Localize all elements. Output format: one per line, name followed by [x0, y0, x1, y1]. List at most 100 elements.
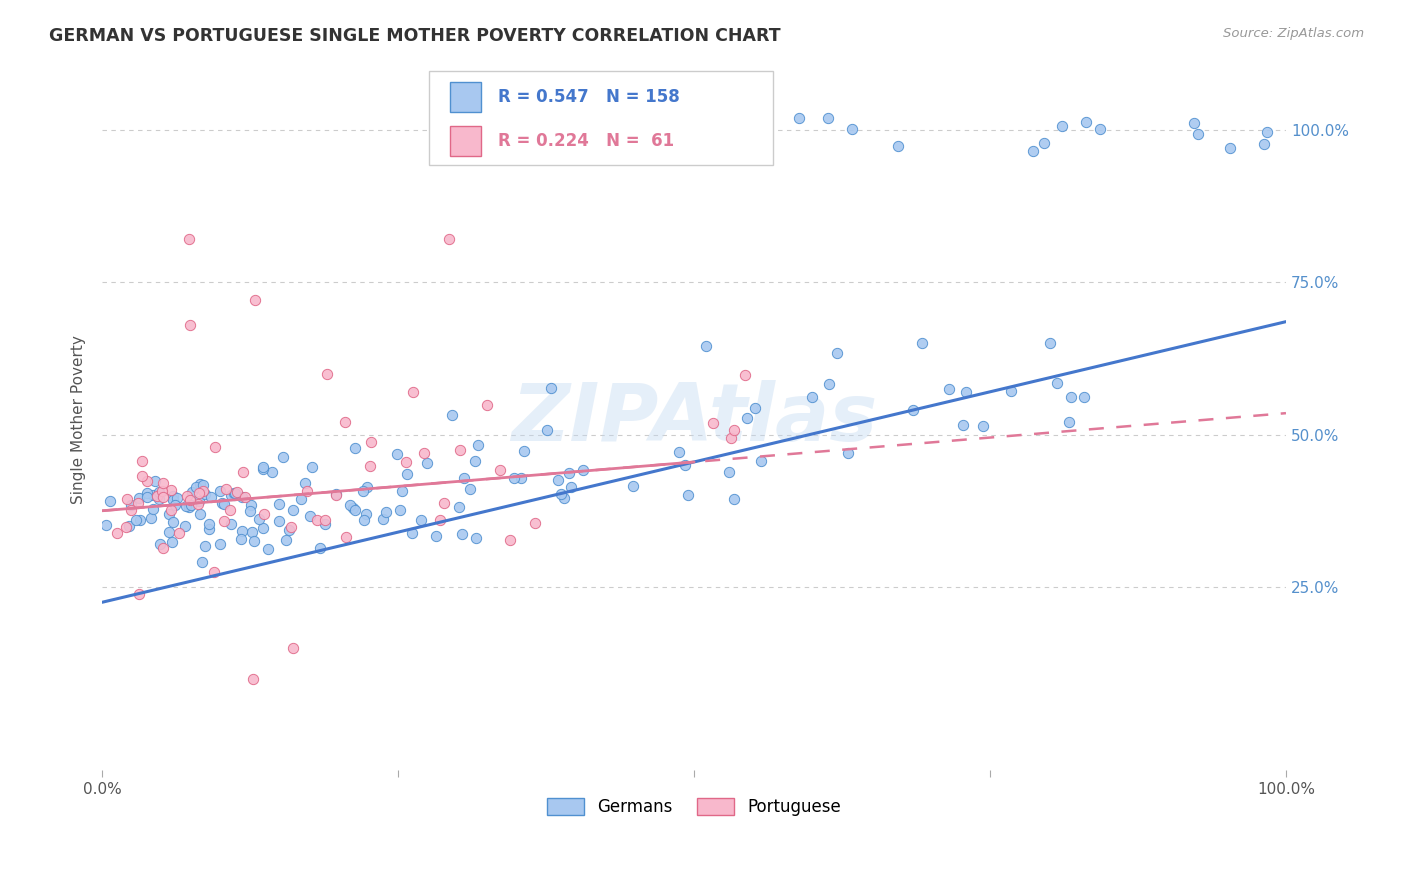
- Point: [221, 517, 243, 532]
- Text: R = 0.547   N = 158: R = 0.547 N = 158: [498, 88, 679, 106]
- Point: [353, 513, 375, 527]
- Point: [129, 513, 152, 527]
- Point: [837, 446, 859, 460]
- Point: [547, 473, 569, 487]
- Point: [938, 382, 960, 396]
- Point: [252, 460, 274, 475]
- Point: [269, 514, 291, 528]
- Point: [344, 441, 367, 455]
- Point: [1052, 119, 1074, 133]
- Point: [247, 512, 270, 526]
- Point: [194, 486, 217, 500]
- Point: [150, 483, 173, 498]
- Point: [1088, 122, 1111, 136]
- Point: [307, 513, 329, 527]
- Point: [243, 293, 266, 308]
- Point: [179, 493, 201, 508]
- Point: [841, 122, 863, 136]
- Point: [176, 489, 198, 503]
- Point: [401, 526, 423, 541]
- Point: [553, 491, 575, 505]
- Point: [295, 483, 318, 498]
- Point: [412, 446, 434, 460]
- Point: [240, 524, 263, 539]
- Point: [734, 368, 756, 383]
- Point: [391, 483, 413, 498]
- Point: [166, 491, 188, 505]
- Point: [252, 462, 274, 476]
- Point: [128, 491, 150, 505]
- Point: [903, 402, 925, 417]
- Point: [817, 111, 839, 125]
- Point: [120, 499, 142, 513]
- Point: [789, 111, 811, 125]
- Point: [141, 511, 163, 525]
- Point: [325, 487, 347, 501]
- Point: [299, 509, 322, 524]
- Point: [225, 485, 247, 500]
- Point: [465, 531, 488, 545]
- Point: [1073, 390, 1095, 404]
- Point: [911, 335, 934, 350]
- Point: [194, 539, 217, 553]
- Point: [510, 471, 533, 485]
- Point: [621, 479, 644, 493]
- Point: [458, 482, 481, 496]
- Point: [253, 507, 276, 521]
- Point: [1000, 384, 1022, 398]
- Point: [98, 494, 121, 508]
- Point: [200, 491, 222, 505]
- Point: [208, 537, 231, 551]
- Point: [173, 519, 195, 533]
- Text: ZIPAtlas: ZIPAtlas: [510, 380, 877, 458]
- Point: [231, 490, 253, 504]
- Point: [818, 377, 841, 392]
- Point: [827, 346, 849, 360]
- Point: [1057, 415, 1080, 429]
- Point: [257, 542, 280, 557]
- Point: [588, 144, 610, 158]
- Point: [190, 508, 212, 522]
- Point: [359, 458, 381, 473]
- Point: [252, 520, 274, 534]
- Point: [231, 532, 253, 546]
- Point: [212, 514, 235, 528]
- Point: [673, 458, 696, 472]
- Point: [744, 401, 766, 416]
- Point: [453, 470, 475, 484]
- Point: [157, 507, 180, 521]
- Point: [148, 492, 170, 507]
- Point: [513, 444, 536, 458]
- Point: [572, 463, 595, 477]
- Point: [429, 513, 451, 527]
- Point: [972, 419, 994, 434]
- Point: [449, 442, 471, 457]
- Point: [695, 339, 717, 353]
- Point: [395, 467, 418, 482]
- Point: [188, 493, 211, 508]
- Point: [146, 490, 169, 504]
- Point: [280, 520, 302, 534]
- Point: [676, 488, 699, 502]
- Point: [165, 498, 187, 512]
- Point: [143, 474, 166, 488]
- Point: [702, 416, 724, 430]
- Point: [342, 501, 364, 516]
- Point: [211, 496, 233, 510]
- Point: [181, 485, 204, 500]
- Point: [162, 515, 184, 529]
- Point: [560, 480, 582, 494]
- Point: [388, 503, 411, 517]
- Point: [488, 462, 510, 476]
- Point: [125, 513, 148, 527]
- Point: [177, 500, 200, 514]
- Point: [209, 484, 232, 499]
- Point: [160, 483, 183, 498]
- Point: [720, 431, 742, 445]
- Point: [402, 384, 425, 399]
- Point: [115, 491, 138, 506]
- Point: [558, 466, 581, 480]
- Point: [127, 496, 149, 510]
- Point: [589, 144, 612, 158]
- Point: [360, 434, 382, 449]
